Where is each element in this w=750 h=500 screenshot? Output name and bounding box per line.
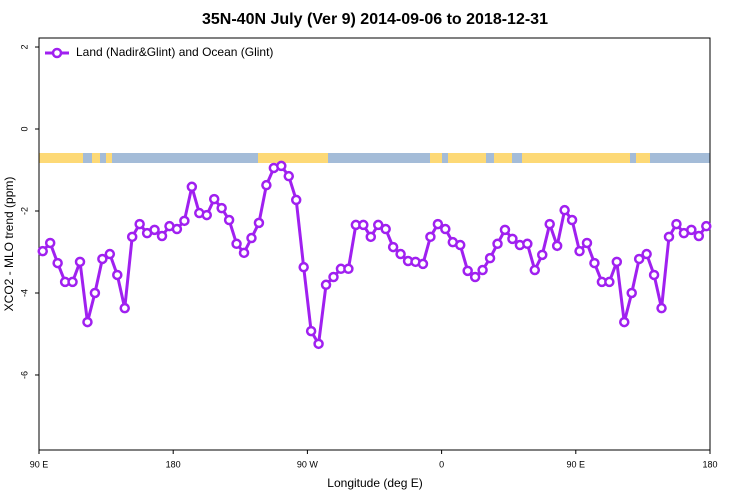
data-point <box>313 338 324 350</box>
data-point <box>671 218 682 230</box>
data-point <box>343 263 354 275</box>
data-point <box>290 194 302 206</box>
data-point <box>358 219 369 231</box>
data-point <box>149 224 160 236</box>
data-point <box>551 240 563 252</box>
x-tick-label: 180 <box>166 459 181 469</box>
data-point <box>216 202 227 214</box>
land-ocean-strip <box>39 153 710 163</box>
data-point <box>462 265 473 277</box>
data-point <box>395 248 406 260</box>
data-point <box>134 218 145 230</box>
data-point <box>380 223 391 235</box>
plot-frame <box>38 37 711 451</box>
data-point <box>507 233 518 245</box>
data-point <box>37 245 48 257</box>
data-point <box>484 252 496 264</box>
data-point <box>223 214 235 226</box>
data-point <box>537 249 548 261</box>
data-point <box>67 276 78 288</box>
data-point <box>238 247 250 259</box>
data-point <box>454 239 466 251</box>
data-line <box>41 164 708 349</box>
data-point <box>156 230 168 242</box>
data-point <box>641 248 652 260</box>
legend-label: Land (Nadir&Glint) and Ocean (Glint) <box>76 45 273 59</box>
data-point <box>619 316 630 328</box>
data-point <box>276 160 287 172</box>
data-point <box>529 264 541 276</box>
data-point <box>231 238 242 250</box>
data-point <box>171 223 183 235</box>
x-tick-label: 90 E <box>30 459 49 469</box>
data-point <box>574 245 585 257</box>
data-point <box>417 258 429 270</box>
data-point <box>208 193 220 205</box>
data-point <box>305 325 317 337</box>
data-point <box>440 223 451 235</box>
data-point <box>387 241 399 253</box>
data-point <box>44 237 56 249</box>
data-point <box>253 217 265 229</box>
data-point <box>112 269 123 281</box>
data-point <box>611 256 623 268</box>
data-point <box>544 218 555 230</box>
data-point <box>581 237 593 249</box>
data-point <box>701 220 712 232</box>
data-point <box>74 256 86 268</box>
y-tick-label: -6 <box>19 371 29 379</box>
data-point <box>604 276 615 288</box>
data-point <box>372 219 384 231</box>
x-tick-label: 90 E <box>567 459 586 469</box>
legend-marker <box>51 47 63 59</box>
y-axis-label: XCO2 - MLO trend (ppm) <box>2 177 16 312</box>
data-point <box>261 179 272 191</box>
x-tick-label: 180 <box>702 459 717 469</box>
data-point <box>648 269 660 281</box>
data-point <box>633 253 645 265</box>
data-point <box>499 224 511 236</box>
data-point <box>693 230 705 242</box>
x-axis-label: Longitude (deg E) <box>327 476 422 490</box>
y-tick-label: -2 <box>19 207 29 215</box>
y-tick-label: 0 <box>19 127 29 132</box>
y-tick-label: -4 <box>19 289 29 297</box>
data-point <box>89 287 101 299</box>
data-point <box>119 302 130 314</box>
data-point <box>320 279 332 291</box>
data-point <box>179 215 190 227</box>
data-point <box>425 231 436 243</box>
data-point <box>626 287 637 299</box>
data-point <box>52 257 63 269</box>
data-point <box>559 204 570 216</box>
data-point <box>246 232 257 244</box>
data-point <box>522 238 533 250</box>
data-point <box>477 264 488 276</box>
data-point <box>201 209 212 221</box>
data-point <box>492 238 503 250</box>
data-point <box>589 257 600 269</box>
x-tick-label: 90 W <box>297 459 319 469</box>
data-point <box>82 316 93 328</box>
data-point <box>663 231 675 243</box>
data-point <box>283 170 295 182</box>
x-tick-label: 0 <box>439 459 444 469</box>
data-point <box>365 231 377 243</box>
data-point <box>469 271 481 283</box>
data-point <box>186 181 198 193</box>
data-point <box>126 231 138 243</box>
data-point <box>432 218 444 230</box>
data-point <box>298 261 309 273</box>
data-point <box>328 271 339 283</box>
data-point <box>656 302 667 314</box>
data-point <box>686 224 697 236</box>
data-point <box>97 253 108 265</box>
y-tick-label: 2 <box>19 45 29 50</box>
chart-title: 35N-40N July (Ver 9) 2014-09-06 to 2018-… <box>202 11 548 28</box>
data-point <box>566 214 578 226</box>
data-point <box>104 248 116 260</box>
